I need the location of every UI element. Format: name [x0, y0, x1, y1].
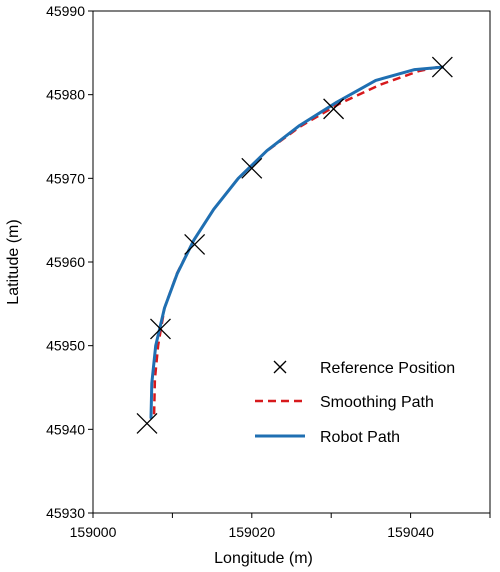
plot-frame — [92, 10, 491, 514]
y-tick-label: 45990 — [46, 3, 85, 19]
robot-path-line — [149, 65, 444, 420]
x-tick-label: 159040 — [387, 524, 434, 540]
y-tick-label: 45950 — [46, 338, 85, 354]
reference-position-marker — [241, 157, 263, 179]
legend-item-reference-position: Reference Position — [273, 360, 455, 377]
reference-position-marker — [136, 413, 158, 434]
reference-position-marker — [150, 318, 171, 340]
x-marker-stroke — [273, 360, 287, 374]
x-marker-stroke — [136, 413, 158, 434]
legend-marker-x — [273, 360, 287, 374]
x-marker-stroke — [323, 98, 345, 120]
reference-position-marker — [184, 233, 206, 255]
x-marker-stroke — [150, 318, 171, 340]
y-tick-label: 45980 — [46, 87, 85, 103]
y-tick-label: 45960 — [46, 254, 85, 270]
x-tick-label: 159020 — [228, 524, 275, 540]
legend-label: Robot Path — [320, 429, 400, 446]
reference-position-marker — [431, 56, 453, 78]
x-marker-stroke — [431, 56, 453, 78]
x-marker-stroke — [184, 233, 206, 255]
y-tick-label: 45930 — [46, 505, 85, 521]
legend-item-robot-path: Robot Path — [255, 429, 400, 446]
reference-position-marker — [323, 98, 345, 120]
legend-label: Reference Position — [320, 360, 455, 377]
x-marker-stroke — [241, 157, 263, 179]
y-axis-title: Latitude (m) — [5, 219, 22, 304]
x-axis-title: Longitude (m) — [214, 550, 313, 567]
y-tick-label: 45970 — [46, 170, 85, 186]
legend-item-smoothing-path: Smoothing Path — [255, 394, 434, 411]
y-tick-label: 45940 — [46, 421, 85, 437]
legend-label: Smoothing Path — [320, 394, 434, 411]
x-tick-label: 159000 — [70, 524, 117, 540]
